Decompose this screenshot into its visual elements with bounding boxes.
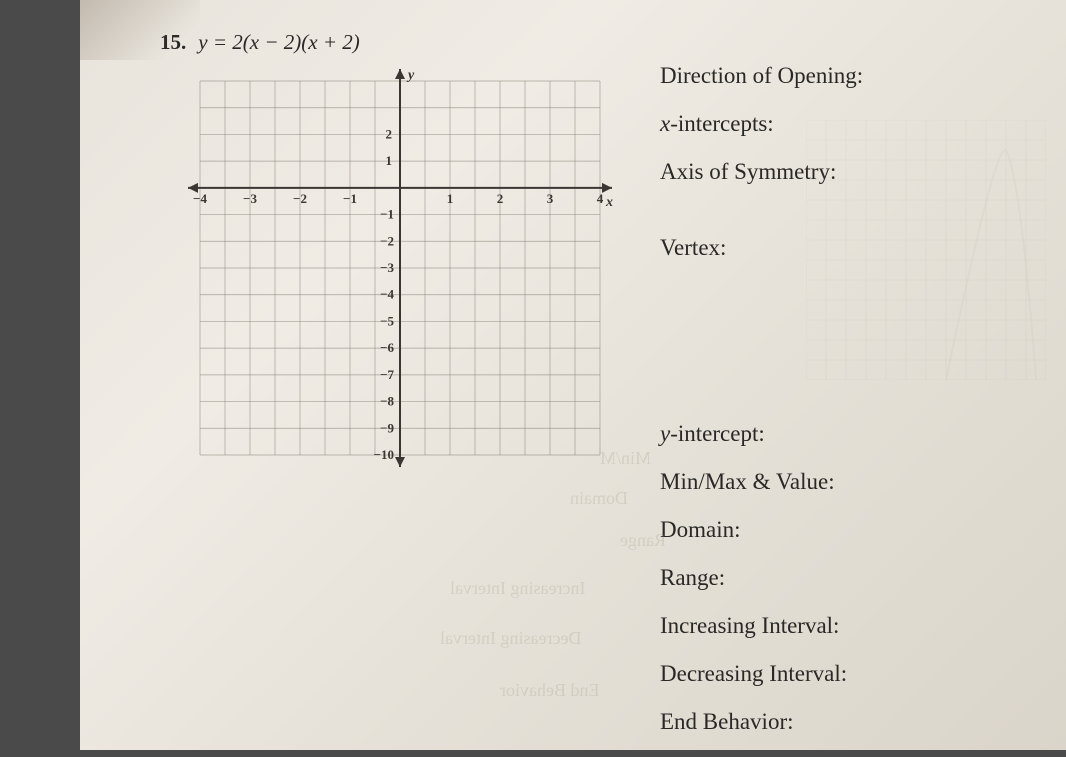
svg-text:−7: −7	[380, 367, 394, 382]
svg-text:−1: −1	[343, 191, 357, 206]
svg-text:3: 3	[547, 191, 554, 206]
svg-text:−2: −2	[380, 233, 394, 248]
svg-text:2: 2	[497, 191, 504, 206]
svg-text:−4: −4	[380, 287, 394, 302]
svg-text:2: 2	[386, 126, 393, 141]
svg-text:−1: −1	[380, 207, 394, 222]
svg-text:1: 1	[447, 191, 454, 206]
page-corner-shadow	[80, 0, 200, 60]
svg-text:−3: −3	[243, 191, 257, 206]
worksheet-page: 15. y = 2(x − 2)(x + 2) −4 −3 −2 −1 1 2 3 4 1 2 −1…	[80, 0, 1066, 750]
svg-text:−8: −8	[380, 394, 394, 409]
property-label: Domain:	[660, 517, 1036, 543]
property-label: Min/Max & Value:	[660, 469, 1036, 495]
svg-text:x: x	[605, 195, 613, 210]
property-label: y-intercept:	[660, 421, 1036, 447]
problem-header: 15. y = 2(x − 2)(x + 2)	[160, 30, 1036, 55]
svg-text:−2: −2	[293, 191, 307, 206]
svg-text:−4: −4	[193, 191, 207, 206]
svg-text:−6: −6	[380, 340, 394, 355]
property-label: Range:	[660, 565, 1036, 591]
property-label: x-intercepts:	[660, 111, 1036, 137]
svg-text:−10: −10	[374, 447, 394, 462]
content-area: −4 −3 −2 −1 1 2 3 4 1 2 −1 −2 −3 −4 −5 −6 −7 −8 −9 −10 x y Di…	[160, 63, 1036, 757]
svg-text:−9: −9	[380, 420, 394, 435]
problem-equation: y = 2(x − 2)(x + 2)	[198, 30, 360, 55]
properties-list: Direction of Opening: x-intercepts: Axis o…	[660, 63, 1036, 757]
graph-container: −4 −3 −2 −1 1 2 3 4 1 2 −1 −2 −3 −4 −5 −6 −7 −8 −9 −10 x y	[180, 63, 620, 757]
svg-text:1: 1	[386, 153, 393, 168]
svg-text:−5: −5	[380, 313, 394, 328]
svg-text:4: 4	[597, 191, 604, 206]
property-label: Axis of Symmetry:	[660, 159, 1036, 185]
svg-text:−3: −3	[380, 260, 394, 275]
svg-text:y: y	[406, 68, 415, 83]
property-label: Increasing Interval:	[660, 613, 1036, 639]
property-label: End Behavior:	[660, 709, 1036, 735]
property-label: Vertex:	[660, 235, 1036, 261]
property-label: Direction of Opening:	[660, 63, 1036, 89]
coordinate-grid: −4 −3 −2 −1 1 2 3 4 1 2 −1 −2 −3 −4 −5 −6 −7 −8 −9 −10 x y	[180, 63, 620, 473]
property-label: Decreasing Interval:	[660, 661, 1036, 687]
